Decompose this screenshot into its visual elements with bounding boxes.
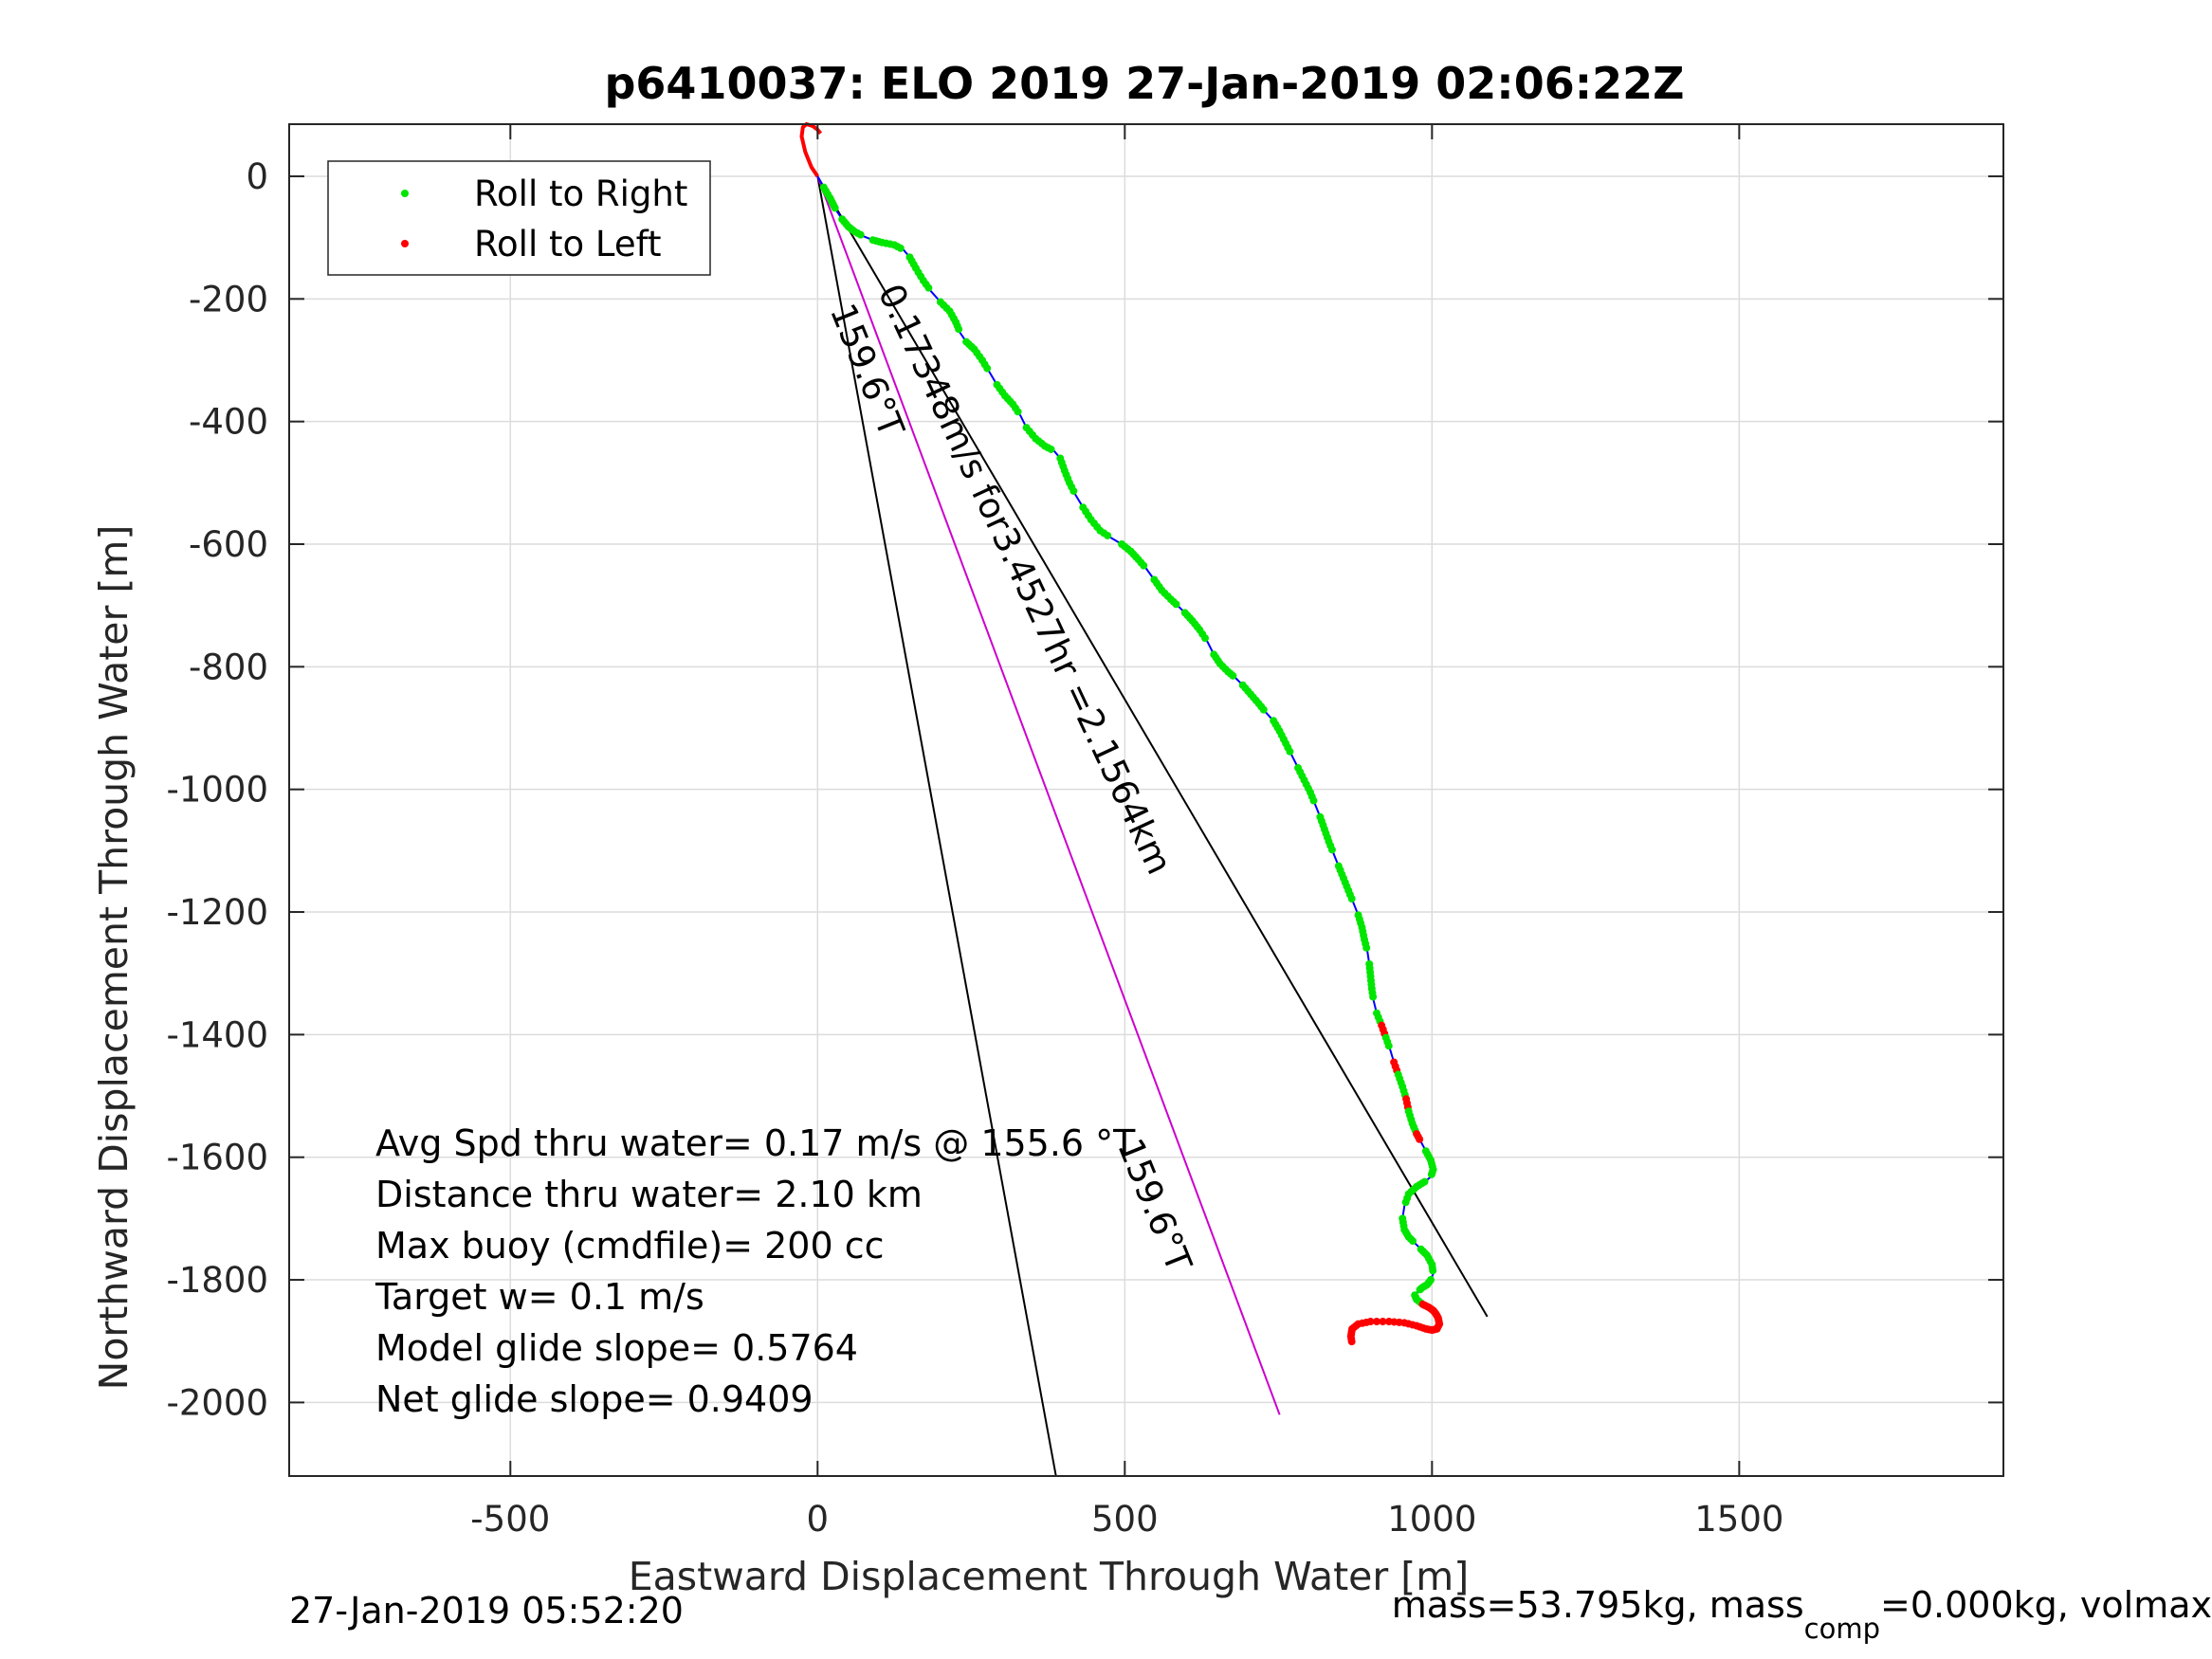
- roll-right-marker: [1172, 600, 1180, 609]
- plot-frame: [288, 123, 2004, 1477]
- roll-right-marker: [1259, 705, 1268, 714]
- roll-right-marker: [1104, 531, 1112, 539]
- x-axis-label: Eastward Displacement Through Water [m]: [629, 1554, 1469, 1599]
- roll-right-marker: [1369, 993, 1378, 1001]
- y-tick-label: -200: [189, 279, 268, 319]
- reference-line-0: [816, 175, 1489, 1318]
- x-tick-label: 0: [807, 1499, 830, 1540]
- footer-mass-prefix: mass=53.795kg, mass: [1392, 1584, 1804, 1626]
- roll-left-marker: [1373, 1318, 1381, 1326]
- reference-line-2: [816, 175, 1281, 1415]
- roll-right-marker: [856, 230, 865, 239]
- roll-right-marker: [1347, 895, 1356, 903]
- roll-left-marker: [1384, 1318, 1393, 1326]
- tick-labels: -500 0 500 1000 1500 0 -200 -400 -600 -800 -1000 -1…: [166, 124, 2003, 1540]
- legend-box: [327, 160, 711, 276]
- roll-right-marker: [1047, 445, 1055, 453]
- x-tick-label: 1000: [1387, 1499, 1476, 1540]
- roll-left-marker: [1379, 1318, 1387, 1326]
- y-tick-label: -1600: [166, 1138, 268, 1178]
- footer-mass-text: mass=53.795kg, masscomp=0.000kg, volmax: [1392, 1584, 2212, 1645]
- chart-title: p6410037: ELO 2019 27-Jan-2019 02:06:22Z: [605, 58, 1685, 109]
- roll-right-marker: [1309, 796, 1318, 805]
- y-tick-label: -800: [189, 647, 268, 687]
- y-tick-label: -1200: [166, 892, 268, 933]
- footer-mass: mass=53.795kg, masscomp=0.000kg, volmax: [1392, 1584, 2212, 1645]
- start-hook-line: [799, 121, 823, 178]
- legend-label-roll-right: Roll to Right: [474, 173, 687, 214]
- roll-right-marker: [1140, 561, 1148, 570]
- legend-label-roll-left: Roll to Left: [474, 224, 662, 264]
- grid: [289, 124, 2003, 1476]
- annotation-target-w: Target w= 0.1 m/s: [375, 1276, 704, 1318]
- roll-right-marker: [1327, 846, 1336, 854]
- plot-area: [289, 124, 2003, 1476]
- roll-right-marker: [1362, 943, 1371, 952]
- x-tick-label: 500: [1091, 1499, 1159, 1540]
- roll-right-marker: [1384, 1042, 1393, 1050]
- annotation-distance: Distance thru water= 2.10 km: [375, 1174, 923, 1215]
- y-tick-label: -1800: [166, 1260, 268, 1301]
- roll-right-marker: [1229, 671, 1237, 680]
- annotation-avg-speed: Avg Spd thru water= 0.17 m/s @ 155.6 °T: [375, 1122, 1136, 1164]
- footer-mass-sub: comp: [1804, 1613, 1880, 1645]
- y-axis-label: Northward Displacement Through Water [m]: [91, 525, 137, 1391]
- roll-right-marker: [1401, 1198, 1410, 1207]
- roll-right-marker: [1069, 486, 1078, 495]
- roll-left-marker: [1416, 1135, 1424, 1143]
- roll-right-marker: [896, 244, 905, 252]
- legend: Roll to Right Roll to Left: [327, 160, 711, 276]
- roll-right-marker: [1427, 1170, 1435, 1178]
- roll-right-marker: [831, 204, 839, 212]
- roll-right-marker: [983, 364, 992, 373]
- roll-right-marker: [1200, 634, 1209, 643]
- legend-marker-roll-left: [401, 240, 409, 247]
- legend-marker-roll-right: [401, 190, 409, 197]
- x-tick-label: 1500: [1694, 1499, 1783, 1540]
- annotation-max-buoy: Max buoy (cmdfile)= 200 cc: [375, 1225, 885, 1267]
- roll-right-marker: [924, 283, 933, 292]
- y-tick-label: -1400: [166, 1014, 268, 1055]
- roll-right-marker: [955, 325, 963, 334]
- footer-timestamp: 27-Jan-2019 05:52:20: [289, 1590, 684, 1632]
- y-tick-label: 0: [246, 156, 268, 197]
- footer-mass-suffix: =0.000kg, volmax: [1880, 1584, 2212, 1626]
- annotation-model-glide: Model glide slope= 0.5764: [375, 1327, 858, 1369]
- stats-annotation: Avg Spd thru water= 0.17 m/s @ 155.6 °T …: [375, 1122, 1136, 1420]
- x-tick-label: -500: [470, 1499, 550, 1540]
- y-tick-label: -400: [189, 402, 268, 443]
- roll-right-marker: [1014, 408, 1022, 416]
- roll-right-marker: [1286, 747, 1294, 756]
- reference-line-1: [816, 175, 1057, 1477]
- roll-right-marker: [1409, 1237, 1417, 1246]
- y-tick-label: -1000: [166, 770, 268, 811]
- y-tick-label: -600: [189, 524, 268, 565]
- roll-right-marker: [1429, 1267, 1437, 1275]
- annotation-net-glide: Net glide slope= 0.9409: [375, 1378, 814, 1420]
- roll-left-marker: [1347, 1338, 1356, 1346]
- y-tick-label: -2000: [166, 1382, 268, 1423]
- roll-right-marker: [1416, 1285, 1424, 1294]
